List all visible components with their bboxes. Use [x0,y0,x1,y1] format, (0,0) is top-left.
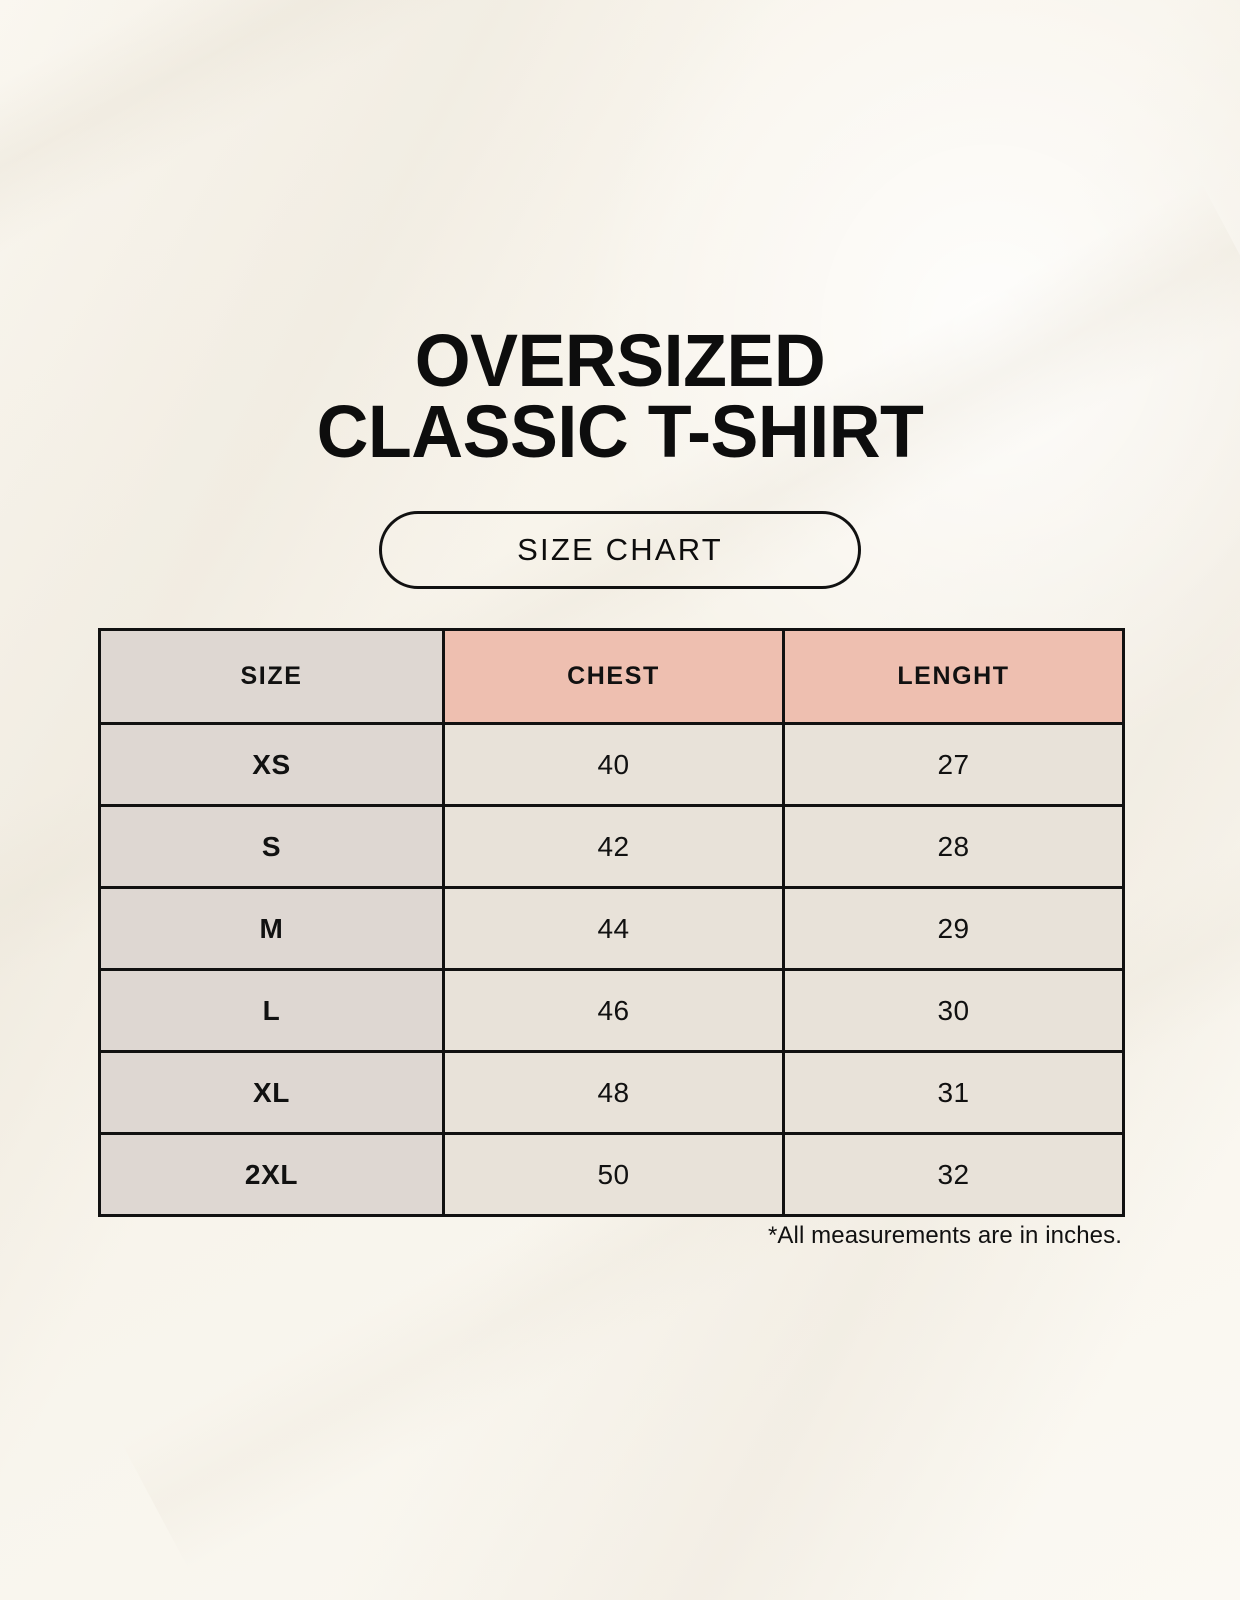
table-header-row: SIZE CHEST LENGHT [98,628,1125,725]
measurement-note: *All measurements are in inches. [767,1222,1122,1249]
table-row: M 44 29 [98,886,1125,971]
cell-length: 29 [782,886,1125,971]
cell-chest: 44 [442,886,785,971]
table-row: L 46 30 [98,968,1125,1053]
cell-length: 30 [782,968,1125,1053]
size-chart-table: SIZE CHEST LENGHT XS 40 27 S 42 28 M [98,628,1125,1217]
size-chart-table-container: SIZE CHEST LENGHT XS 40 27 S 42 28 M [98,628,1125,1217]
cell-length: 31 [782,1050,1125,1135]
table-row: 2XL 50 32 [98,1132,1125,1217]
table-row: S 42 28 [98,804,1125,889]
cell-size: M [98,886,445,971]
page-title: OVERSIZED CLASSIC T-SHIRT [316,319,924,474]
table-row: XL 48 31 [98,1050,1125,1135]
table-body: XS 40 27 S 42 28 M 44 29 L 46 30 [98,722,1125,1217]
cell-size: 2XL [98,1132,445,1217]
size-chart-badge: SIZE CHART [379,511,861,589]
cell-size: S [98,804,445,889]
cell-size: L [98,968,445,1053]
column-header-length: LENGHT [782,628,1125,725]
cell-length: 28 [782,804,1125,889]
cell-chest: 46 [442,968,785,1053]
column-header-size: SIZE [98,628,445,725]
table-row: XS 40 27 [98,722,1125,807]
cell-length: 32 [782,1132,1125,1217]
cell-chest: 50 [442,1132,785,1217]
cell-chest: 42 [442,804,785,889]
column-header-chest: CHEST [442,628,785,725]
cell-size: XL [98,1050,445,1135]
cell-length: 27 [782,722,1125,807]
cell-chest: 40 [442,722,785,807]
background-light-streak [0,0,1240,343]
cell-chest: 48 [442,1050,785,1135]
size-chart-badge-container: SIZE CHART [0,511,1240,589]
table-header: SIZE CHEST LENGHT [98,628,1125,725]
cell-size: XS [98,722,445,807]
